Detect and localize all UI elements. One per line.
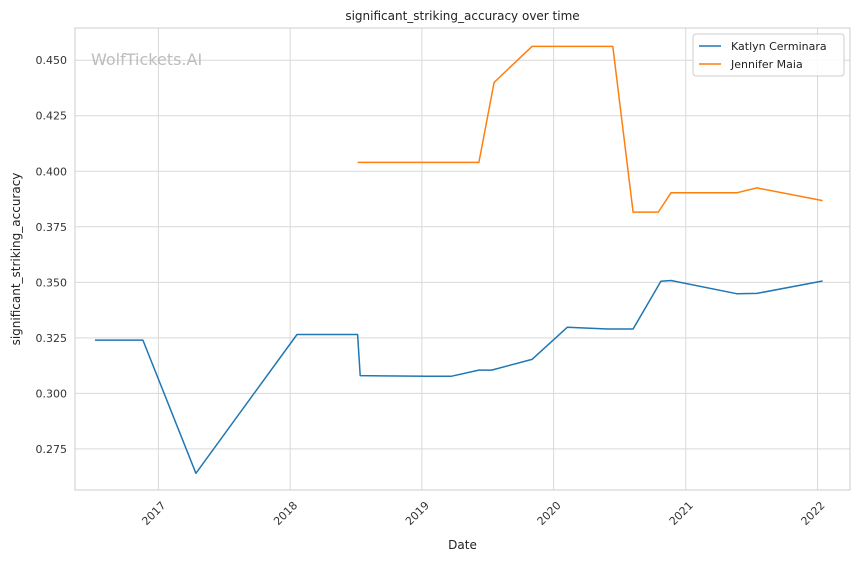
x-tick-label: 2022 [799,499,828,528]
y-tick-label: 0.375 [36,221,68,234]
y-tick-label: 0.425 [36,110,68,123]
legend-box [692,33,845,77]
legend: Katlyn Cerminara Jennifer Maia [692,33,845,77]
legend-label: Jennifer Maia [730,58,803,71]
y-tick-label: 0.325 [36,332,68,345]
series-line-2 [357,45,823,213]
y-tick-label: 0.450 [36,54,68,67]
grid [75,28,850,490]
x-tick-label: 2020 [535,499,564,528]
y-tick-label: 0.400 [36,165,68,178]
x-tick-label: 2019 [403,499,432,528]
x-tick-label: 2017 [139,499,168,528]
plot-area-frame [74,27,851,491]
y-tick-label: 0.300 [36,387,68,400]
series-lines [94,45,823,475]
y-axis-label: significant_striking_accuracy [9,173,23,346]
legend-label: Katlyn Cerminara [731,40,827,53]
x-axis-label: Date [448,538,477,552]
axis-ticks: 0.275 0.300 0.325 0.350 0.375 0.400 0.425 0.450… [36,54,828,528]
x-tick-label: 2018 [271,499,300,528]
watermark-text: WolfTickets.AI [91,50,202,69]
x-tick-label: 2021 [667,499,696,528]
y-tick-label: 0.275 [36,443,68,456]
chart-title: significant_striking_accuracy over time [345,9,579,23]
y-tick-label: 0.350 [36,276,68,289]
series-line-1 [94,279,823,475]
